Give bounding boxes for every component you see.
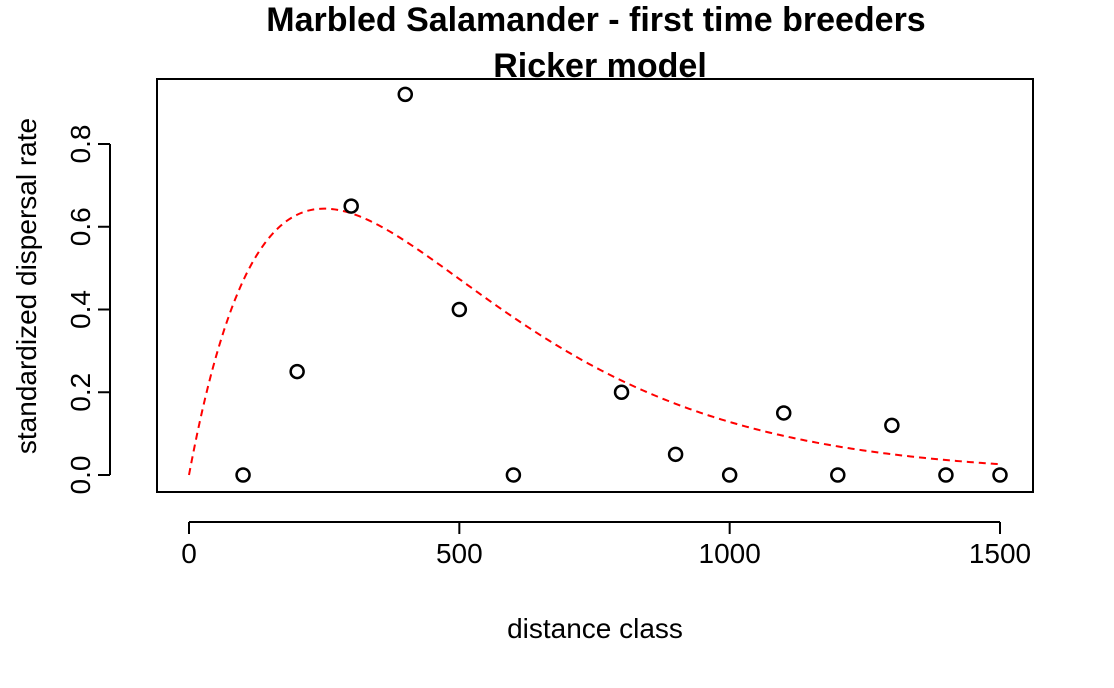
- x-tick-label: 1000: [699, 538, 761, 569]
- y-axis-label: standardized dispersal rate: [11, 118, 42, 454]
- data-point: [992, 467, 1008, 483]
- x-tick-label: 1500: [969, 538, 1031, 569]
- y-tick-label: 0.4: [65, 290, 96, 329]
- y-axis: 0.0 0.2 0.4 0.6 0.8: [65, 125, 111, 495]
- data-point: [938, 467, 954, 483]
- data-point: [775, 405, 792, 421]
- x-axis-label: distance class: [507, 613, 683, 644]
- y-tick-label: 0.0: [65, 456, 96, 495]
- ricker-fit-curve: [188, 207, 1001, 476]
- y-tick-label: 0.2: [65, 373, 96, 412]
- data-point: [397, 86, 414, 103]
- plot-area-box: [156, 78, 1034, 493]
- fit-curve-layer: [188, 207, 1001, 476]
- data-point: [721, 467, 738, 483]
- y-tick-label: 0.8: [65, 125, 96, 164]
- y-tick-label: 0.6: [65, 207, 96, 246]
- x-axis: 0 500 1000 1500: [181, 521, 1031, 569]
- data-points-layer: [235, 86, 1008, 483]
- data-point: [830, 467, 846, 483]
- data-point: [343, 198, 359, 214]
- data-point: [451, 301, 468, 318]
- x-tick-label: 0: [181, 538, 197, 569]
- data-point: [884, 417, 900, 434]
- data-point: [289, 363, 305, 380]
- data-point: [613, 384, 630, 400]
- data-point: [235, 467, 251, 483]
- x-tick-label: 500: [436, 538, 483, 569]
- data-point: [667, 446, 684, 463]
- chart-title: Marbled Salamander - first time breeders: [266, 1, 925, 39]
- data-point: [505, 467, 522, 483]
- chart-title-group: Marbled Salamander - first time breeders…: [266, 1, 925, 85]
